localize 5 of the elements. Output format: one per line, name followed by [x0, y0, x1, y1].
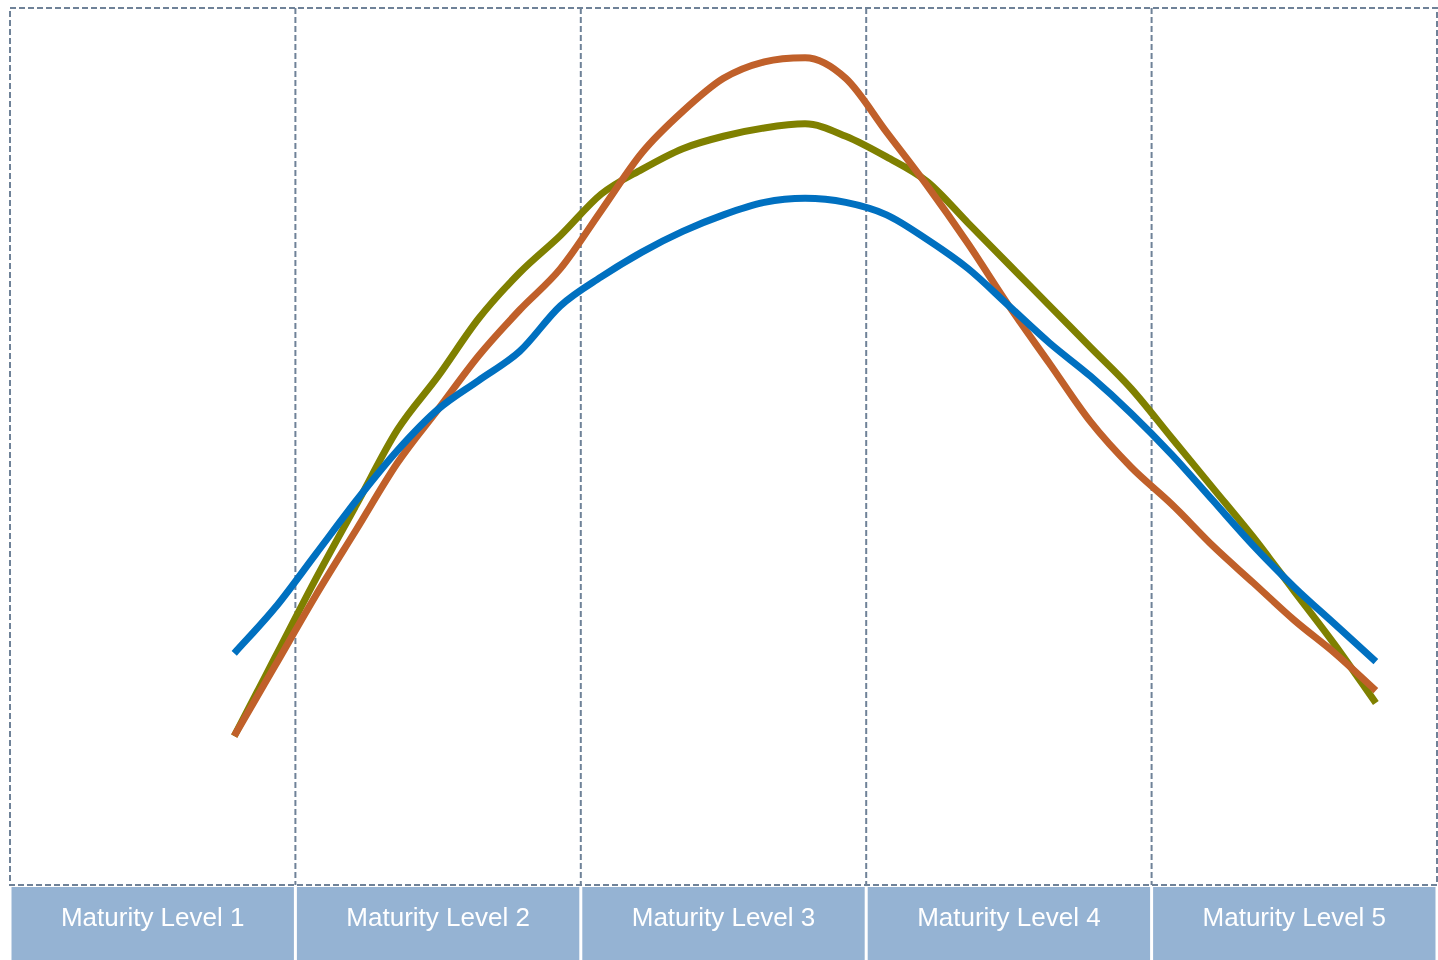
x-tick-label: Maturity Level 5	[1202, 901, 1387, 932]
x-tick-label: Maturity Level 3	[631, 901, 816, 932]
x-tick-label: Maturity Level 4	[917, 901, 1101, 932]
x-tick-label: Maturity Level 1	[60, 901, 245, 932]
x-tick-label: Maturity Level 2	[346, 901, 530, 932]
